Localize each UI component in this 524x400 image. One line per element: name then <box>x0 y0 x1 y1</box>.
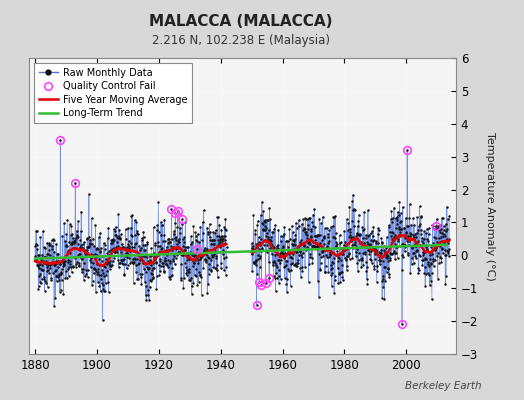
Y-axis label: Temperature Anomaly (°C): Temperature Anomaly (°C) <box>485 132 495 280</box>
Text: 2.216 N, 102.238 E (Malaysia): 2.216 N, 102.238 E (Malaysia) <box>152 34 330 47</box>
Text: Berkeley Earth: Berkeley Earth <box>406 381 482 391</box>
Legend: Raw Monthly Data, Quality Control Fail, Five Year Moving Average, Long-Term Tren: Raw Monthly Data, Quality Control Fail, … <box>34 63 192 123</box>
Text: MALACCA (MALACCA): MALACCA (MALACCA) <box>149 14 333 29</box>
